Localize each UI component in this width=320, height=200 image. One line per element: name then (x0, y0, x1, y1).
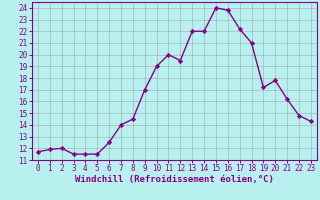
X-axis label: Windchill (Refroidissement éolien,°C): Windchill (Refroidissement éolien,°C) (75, 175, 274, 184)
